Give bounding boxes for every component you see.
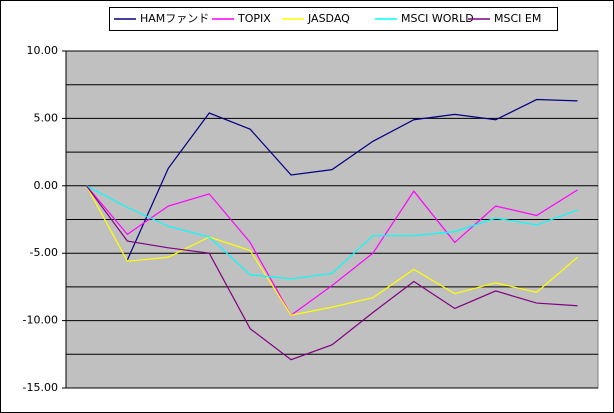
legend-label: MSCI EM [494, 12, 541, 25]
y-tick-label: 10.00 [27, 44, 59, 57]
series-line [126, 98, 578, 261]
legend-box [109, 7, 558, 31]
legend-label: JASDAQ [307, 12, 350, 25]
series-line [86, 185, 578, 317]
y-tick-label: -15.00 [23, 381, 58, 394]
series-line [86, 185, 578, 280]
legend-label: TOPIX [237, 12, 271, 25]
series-line [85, 185, 578, 316]
legend-label: HAMファンド [140, 12, 209, 25]
y-tick-label: 0.00 [34, 179, 59, 192]
y-tick-label: -10.00 [23, 314, 58, 327]
y-tick-label: -5.00 [30, 246, 58, 259]
series-line [85, 185, 578, 361]
y-tick-label: 5.00 [34, 111, 59, 124]
legend-label: MSCI WORLD [401, 12, 474, 25]
